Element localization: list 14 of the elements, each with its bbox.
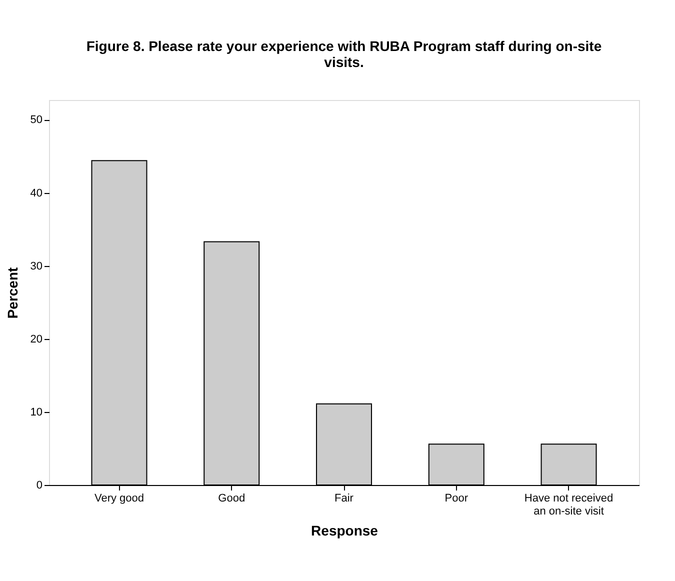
y-axis-title: Percent xyxy=(4,266,20,319)
x-tick-label: Good xyxy=(218,492,246,504)
y-tick-label: 50 xyxy=(30,114,42,126)
y-tick-label: 20 xyxy=(30,333,42,346)
y-tick-label: 40 xyxy=(30,187,42,200)
x-tick-label: Poor xyxy=(444,492,468,504)
y-tick-label: 10 xyxy=(30,406,42,418)
x-tick-label: Fair xyxy=(334,492,354,504)
y-tick-label: 30 xyxy=(30,260,42,272)
x-tick-label: Very good xyxy=(94,492,144,504)
x-tick-label: Have not received an on-site visit xyxy=(524,492,614,518)
chart-title: Figure 8. Please rate your experience with RUBA Program staff during on-site visits. xyxy=(86,38,602,70)
x-axis-title: Response xyxy=(311,522,378,538)
y-tick-label: 0 xyxy=(36,480,42,492)
